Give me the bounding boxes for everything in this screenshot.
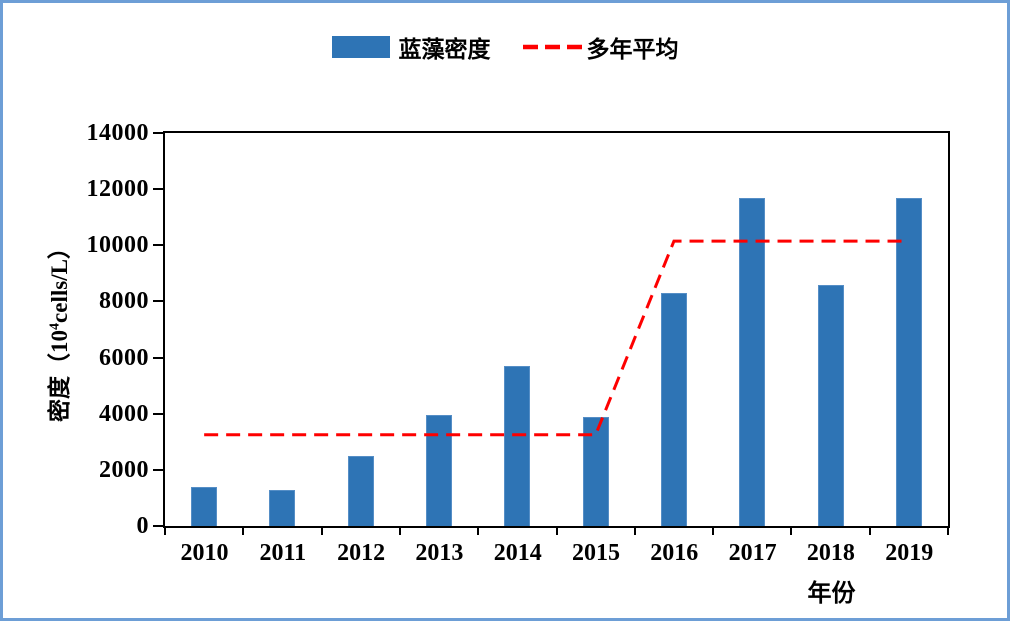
x-tick-label-2018: 2018 [806, 540, 855, 566]
bar-2019 [895, 197, 922, 526]
legend: 蓝藻密度 多年平均 [3, 30, 1007, 64]
y-axis-tick [153, 300, 163, 303]
bar-2018 [817, 284, 844, 526]
y-axis-tick [153, 525, 163, 527]
x-axis-tick [712, 526, 715, 535]
x-axis-title: 年份 [807, 581, 856, 607]
x-axis-tick [320, 526, 323, 535]
y-axis-tick [153, 356, 163, 359]
y-axis-title: 密度（104cells/L） [40, 236, 74, 422]
y-tick-label: 0 [136, 513, 149, 539]
legend-item-bar-series: 蓝藻密度 [331, 30, 491, 64]
average-line [204, 239, 909, 437]
x-axis-tick [555, 526, 558, 535]
bar-2016 [660, 293, 687, 526]
x-axis-tick [164, 526, 166, 535]
x-axis-tick [398, 526, 401, 535]
y-axis-tick [153, 468, 163, 471]
x-axis-tick [790, 526, 793, 535]
y-tick-label: 14000 [86, 120, 149, 146]
x-tick-label-2016: 2016 [650, 540, 699, 566]
x-axis-tick [868, 526, 871, 535]
x-tick-label-2019: 2019 [885, 540, 934, 566]
y-tick-label: 10000 [86, 232, 149, 259]
y-tick-label: 6000 [99, 344, 149, 371]
legend-label-bar-series: 蓝藻密度 [398, 37, 491, 62]
bar-2017 [739, 197, 766, 526]
bar-2011 [269, 489, 296, 526]
x-tick-label-2015: 2015 [572, 540, 620, 566]
x-axis-tick [633, 526, 636, 535]
bar-2010 [191, 486, 218, 526]
x-axis-tick [477, 526, 480, 535]
x-axis-tick [947, 526, 949, 535]
y-tick-label: 4000 [99, 400, 149, 427]
x-tick-label-2010: 2010 [180, 540, 229, 566]
average-line-svg [204, 239, 909, 437]
x-tick-label-2011: 2011 [259, 540, 307, 566]
x-tick-label-2014: 2014 [493, 540, 542, 566]
bar-2014 [504, 366, 531, 526]
x-tick-label-2013: 2013 [415, 540, 464, 566]
bar-2012 [347, 455, 374, 526]
y-axis-tick [153, 188, 163, 191]
dashed-line-icon [522, 44, 585, 50]
y-tick-label: 12000 [86, 176, 149, 203]
plot-area [165, 133, 948, 526]
bar-series-swatch-icon [331, 36, 390, 58]
y-tick-label: 2000 [99, 456, 149, 483]
y-axis-tick [153, 132, 163, 134]
x-tick-label-2012: 2012 [337, 540, 386, 566]
legend-item-line-series: 多年平均 [522, 30, 679, 64]
y-tick-label: 8000 [99, 288, 149, 315]
legend-label-line-series: 多年平均 [586, 37, 679, 62]
y-axis-tick [153, 244, 163, 247]
y-axis-tick [153, 412, 163, 415]
y-axis-title-superscript: 4 [47, 322, 63, 330]
x-tick-label-2017: 2017 [728, 540, 777, 566]
x-axis-tick [242, 526, 245, 535]
